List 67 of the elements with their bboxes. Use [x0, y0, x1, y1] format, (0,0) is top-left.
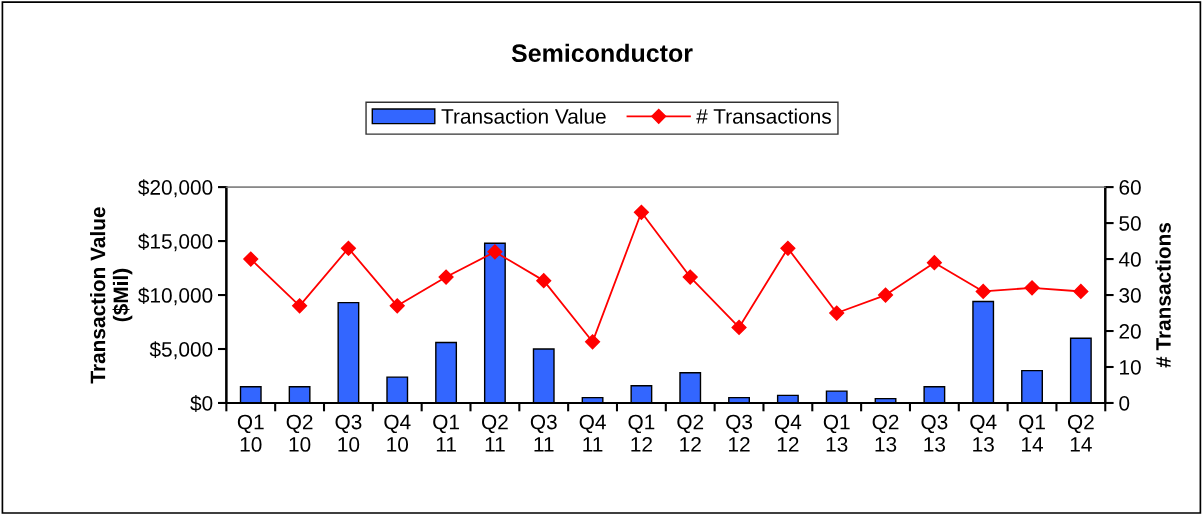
point — [633, 204, 649, 220]
legend-label: Transaction Value — [441, 108, 606, 124]
x-tick-label: Q1 13 — [823, 414, 850, 452]
point — [926, 255, 942, 271]
point — [731, 319, 747, 335]
y2-tick-label: 10 — [1120, 360, 1141, 375]
y2-axis-title: # Transactions — [1155, 222, 1171, 368]
point — [1073, 283, 1089, 300]
y-tick-label: $10,000 — [138, 287, 213, 306]
x-tick-label: Q4 12 — [774, 414, 802, 452]
bar — [1069, 337, 1092, 403]
bar — [923, 386, 946, 403]
x-tick-label: Q1 10 — [237, 414, 264, 452]
y2-tick-label: 60 — [1119, 180, 1141, 195]
y2-tick-label: 0 — [1119, 395, 1130, 411]
x-tick-label: Q4 11 — [579, 414, 606, 452]
legend-label: # Transactions — [696, 108, 831, 124]
x-tick-label: Q3 11 — [530, 414, 557, 452]
point — [438, 269, 454, 285]
x-tick-label: Q1 11 — [433, 414, 459, 452]
x-tick-label: Q3 10 — [335, 414, 362, 452]
x-tick-label: Q4 10 — [384, 414, 411, 452]
y-tick-label: $5,000 — [149, 341, 213, 360]
y-axis-title: Transaction Value ($Mil) — [90, 207, 133, 384]
y2-tick-label: 20 — [1119, 324, 1141, 339]
y2-tick-label: 50 — [1119, 216, 1141, 231]
y2-tick-label: 40 — [1118, 252, 1141, 267]
bar — [679, 372, 702, 403]
point — [682, 269, 698, 285]
y2-tick-label: 30 — [1119, 288, 1141, 303]
point — [536, 273, 552, 289]
point — [780, 240, 796, 256]
y-tick-label: $15,000 — [138, 233, 213, 252]
x-tick-label: Q3 13 — [921, 414, 948, 452]
point — [340, 240, 356, 256]
bar — [239, 386, 262, 403]
bar — [483, 242, 506, 403]
bar — [972, 300, 995, 403]
x-tick-label: Q1 14 — [1019, 414, 1045, 452]
x-tick-label: Q2 14 — [1067, 414, 1094, 452]
x-tick-label: Q2 12 — [677, 414, 704, 452]
bar — [435, 341, 458, 403]
y-tick-label: $20,000 — [138, 179, 213, 198]
x-tick-label: Q2 10 — [286, 414, 313, 452]
bar — [1021, 369, 1043, 403]
bar — [532, 348, 555, 403]
chart-title: Semiconductor — [511, 43, 693, 63]
bar — [630, 385, 653, 403]
x-tick-label: Q4 13 — [970, 414, 997, 452]
point — [1024, 280, 1040, 296]
x-tick-label: Q2 13 — [872, 414, 899, 452]
point — [829, 305, 845, 321]
point — [389, 298, 405, 314]
point — [584, 334, 601, 350]
x-tick-label: Q2 11 — [482, 414, 508, 452]
bar — [337, 301, 360, 403]
x-tick-label: Q3 12 — [726, 414, 753, 452]
bar — [386, 376, 409, 403]
point — [243, 251, 259, 267]
point — [877, 287, 894, 303]
point — [292, 298, 308, 314]
bar — [288, 386, 311, 403]
x-tick-label: Q1 12 — [628, 414, 655, 452]
point — [487, 244, 503, 260]
point — [975, 283, 991, 300]
y-tick-label: $0 — [190, 395, 213, 412]
bar — [825, 390, 848, 403]
